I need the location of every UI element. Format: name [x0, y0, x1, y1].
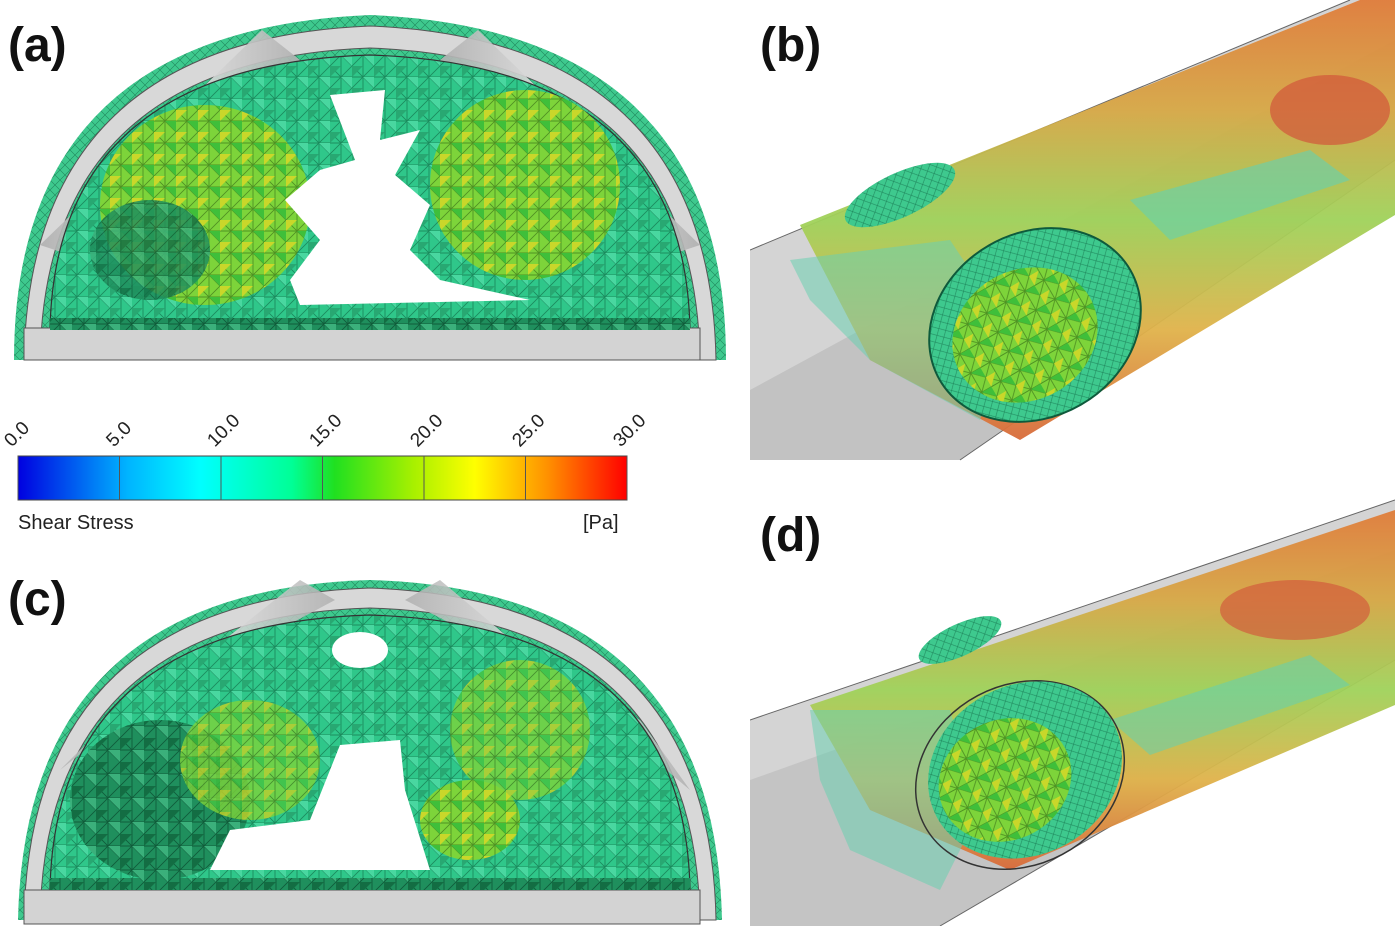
- panel-b-label: (b): [760, 19, 822, 72]
- panel-a-label: (a): [8, 19, 67, 72]
- colorbar-unit: [Pa]: [583, 512, 619, 534]
- panel-b-image: [749, 0, 1395, 461]
- colorbar: 0.0 5.0 10.0 15.0 20.0 25.0 30.0 Shear Stress …: [0, 380, 700, 550]
- colorbar-gradient: [17, 455, 628, 501]
- panel-d: [749, 490, 1395, 927]
- panel-a: [0, 0, 740, 365]
- panel-d-image: [749, 499, 1395, 927]
- panel-b: [749, 0, 1395, 465]
- panel-c-image: [18, 580, 722, 925]
- panel-a-image: [14, 15, 726, 361]
- colorbar-title: Shear Stress: [18, 512, 134, 534]
- panel-c: [0, 570, 740, 926]
- panel-d-label: (d): [760, 509, 822, 562]
- panel-c-label: (c): [8, 573, 67, 626]
